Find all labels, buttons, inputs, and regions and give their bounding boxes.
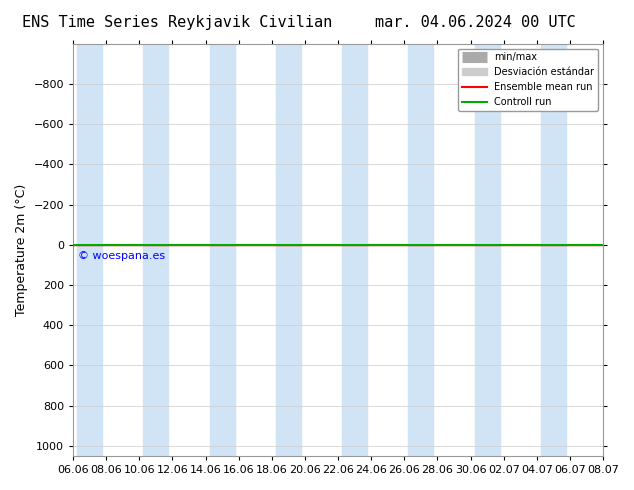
Y-axis label: Temperature 2m (°C): Temperature 2m (°C) xyxy=(15,184,28,316)
Bar xyxy=(210,44,235,456)
Text: © woespana.es: © woespana.es xyxy=(78,251,165,261)
Bar xyxy=(342,44,367,456)
Bar xyxy=(143,44,168,456)
Bar xyxy=(475,44,500,456)
Bar xyxy=(408,44,433,456)
Bar xyxy=(77,44,102,456)
Text: ENS Time Series Reykjavik Civilian: ENS Time Series Reykjavik Civilian xyxy=(22,15,333,30)
Bar xyxy=(276,44,301,456)
Bar xyxy=(541,44,566,456)
Text: mar. 04.06.2024 00 UTC: mar. 04.06.2024 00 UTC xyxy=(375,15,576,30)
Legend: min/max, Desviación estándar, Ensemble mean run, Controll run: min/max, Desviación estándar, Ensemble m… xyxy=(458,49,598,111)
